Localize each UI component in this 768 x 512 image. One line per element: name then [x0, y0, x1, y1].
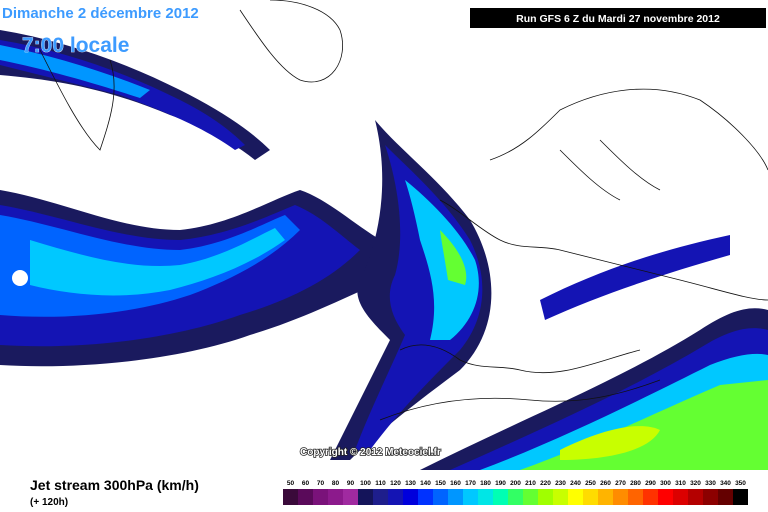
run-box: [470, 8, 766, 28]
legend-label: 260: [600, 480, 611, 487]
legend-label: 90: [347, 480, 355, 487]
legend-label: 210: [525, 480, 536, 487]
run-label: Run GFS 6 Z du Mardi 27 novembre 2012: [516, 13, 720, 25]
legend-label: 80: [332, 480, 340, 487]
legend-label: 110: [375, 480, 386, 487]
legend-label: 150: [435, 480, 446, 487]
legend-label: 60: [302, 480, 310, 487]
legend-swatch: [328, 489, 343, 505]
legend-label: 290: [645, 480, 656, 487]
legend-swatch: [583, 489, 598, 505]
legend-label: 190: [495, 480, 506, 487]
legend-label: 240: [570, 480, 581, 487]
legend-swatch: [598, 489, 613, 505]
legend-label: 320: [690, 480, 701, 487]
time-title: 7:00 locale: [22, 34, 129, 57]
legend-swatch: [733, 489, 748, 505]
legend-label: 50: [287, 480, 295, 487]
legend-swatch: [478, 489, 493, 505]
legend-swatch: [433, 489, 448, 505]
legend-label: 70: [317, 480, 325, 487]
jet-stream-field: [0, 30, 768, 470]
legend-label: 120: [390, 480, 401, 487]
legend-label: 230: [555, 480, 566, 487]
legend-label: 250: [585, 480, 596, 487]
legend-swatch: [388, 489, 403, 505]
legend-swatch: [703, 489, 718, 505]
legend-label: 220: [540, 480, 551, 487]
legend-swatch: [343, 489, 358, 505]
footer-lead: (+ 120h): [30, 497, 68, 508]
legend-swatch: [493, 489, 508, 505]
legend-swatch: [613, 489, 628, 505]
legend-swatch: [313, 489, 328, 505]
legend-swatch: [688, 489, 703, 505]
legend-swatch: [718, 489, 733, 505]
legend-label: 350: [735, 480, 746, 487]
legend-label: 100: [360, 480, 371, 487]
legend-label: 300: [660, 480, 671, 487]
legend-swatch: [568, 489, 583, 505]
legend-swatch: [418, 489, 433, 505]
legend-swatch: [358, 489, 373, 505]
legend-swatch: [283, 489, 298, 505]
footer-title: Jet stream 300hPa (km/h): [30, 477, 199, 493]
legend-label: 170: [465, 480, 476, 487]
legend-swatch: [508, 489, 523, 505]
color-legend: 50 60 70 80 90 100 110 120 130 140 150 160 170 180 190…: [283, 480, 748, 505]
legend-swatch: [403, 489, 418, 505]
legend-swatch: [643, 489, 658, 505]
legend-label: 180: [480, 480, 491, 487]
legend-swatch: [298, 489, 313, 505]
legend-swatch: [448, 489, 463, 505]
legend-swatch: [373, 489, 388, 505]
legend-label: 160: [450, 480, 461, 487]
legend-swatch: [553, 489, 568, 505]
legend-label: 270: [615, 480, 626, 487]
legend-swatch: [673, 489, 688, 505]
copyright: Copyright © 2012 Meteociel.fr: [300, 447, 441, 458]
legend-label: 310: [675, 480, 686, 487]
legend-label: 140: [420, 480, 431, 487]
legend-label: 200: [510, 480, 521, 487]
legend-swatch: [463, 489, 478, 505]
coastlines: [39, 0, 768, 421]
legend-label: 130: [405, 480, 416, 487]
legend-label: 280: [630, 480, 641, 487]
legend-swatch: [523, 489, 538, 505]
legend-label: 340: [720, 480, 731, 487]
legend-swatch: [658, 489, 673, 505]
legend-label: 330: [705, 480, 716, 487]
date-title: Dimanche 2 décembre 2012: [2, 5, 199, 22]
legend-swatch: [538, 489, 553, 505]
legend-swatch: [628, 489, 643, 505]
